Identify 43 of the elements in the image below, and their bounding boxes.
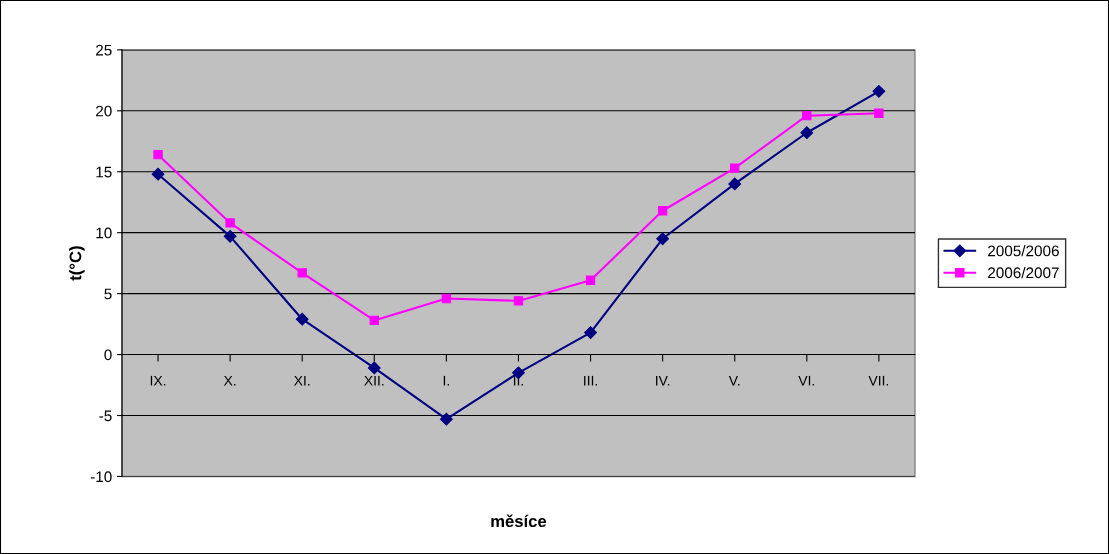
point [728, 177, 742, 191]
x-axis-title: měsíce [491, 514, 547, 528]
point [656, 232, 670, 246]
y-tick-label: -10 [90, 471, 112, 483]
point [730, 163, 740, 173]
x-tick-label: IV. [656, 375, 670, 386]
point [223, 229, 237, 243]
y-tick-label: -5 [99, 410, 112, 422]
point [369, 315, 379, 326]
point [872, 84, 886, 98]
x-tick-label: XI. [294, 375, 310, 386]
point [802, 110, 812, 121]
x-tick-label: XII. [364, 375, 384, 386]
point [295, 312, 309, 326]
y-tick-label: 25 [96, 44, 112, 56]
x-tick-label: IX. [150, 375, 166, 386]
legend-label: 2006/2007 [988, 266, 1059, 279]
legend-label: 2005/2006 [988, 245, 1059, 257]
y-tick-label: 0 [104, 349, 112, 361]
x-tick-label: III. [584, 375, 597, 386]
point [874, 108, 884, 118]
point [439, 412, 453, 426]
point [800, 126, 814, 140]
point [441, 293, 452, 304]
y-axis-title: t(°C) [69, 246, 85, 281]
y-tick-label: 5 [104, 288, 112, 300]
x-tick-label: X. [223, 375, 236, 386]
point [585, 275, 596, 285]
point [657, 206, 668, 216]
point [151, 167, 165, 181]
x-tick-label: VII. [868, 375, 889, 386]
point [297, 268, 307, 278]
point [584, 326, 597, 340]
point [367, 361, 381, 375]
point [513, 296, 524, 306]
point [153, 149, 163, 160]
point [225, 218, 235, 228]
y-tick-label: 15 [96, 166, 112, 178]
x-tick-label: VI. [798, 375, 815, 386]
y-tick-label: 10 [96, 227, 112, 239]
y-tick-label: 20 [96, 105, 112, 117]
x-tick-label: V. [728, 375, 740, 386]
x-tick-label: I. [443, 375, 449, 386]
